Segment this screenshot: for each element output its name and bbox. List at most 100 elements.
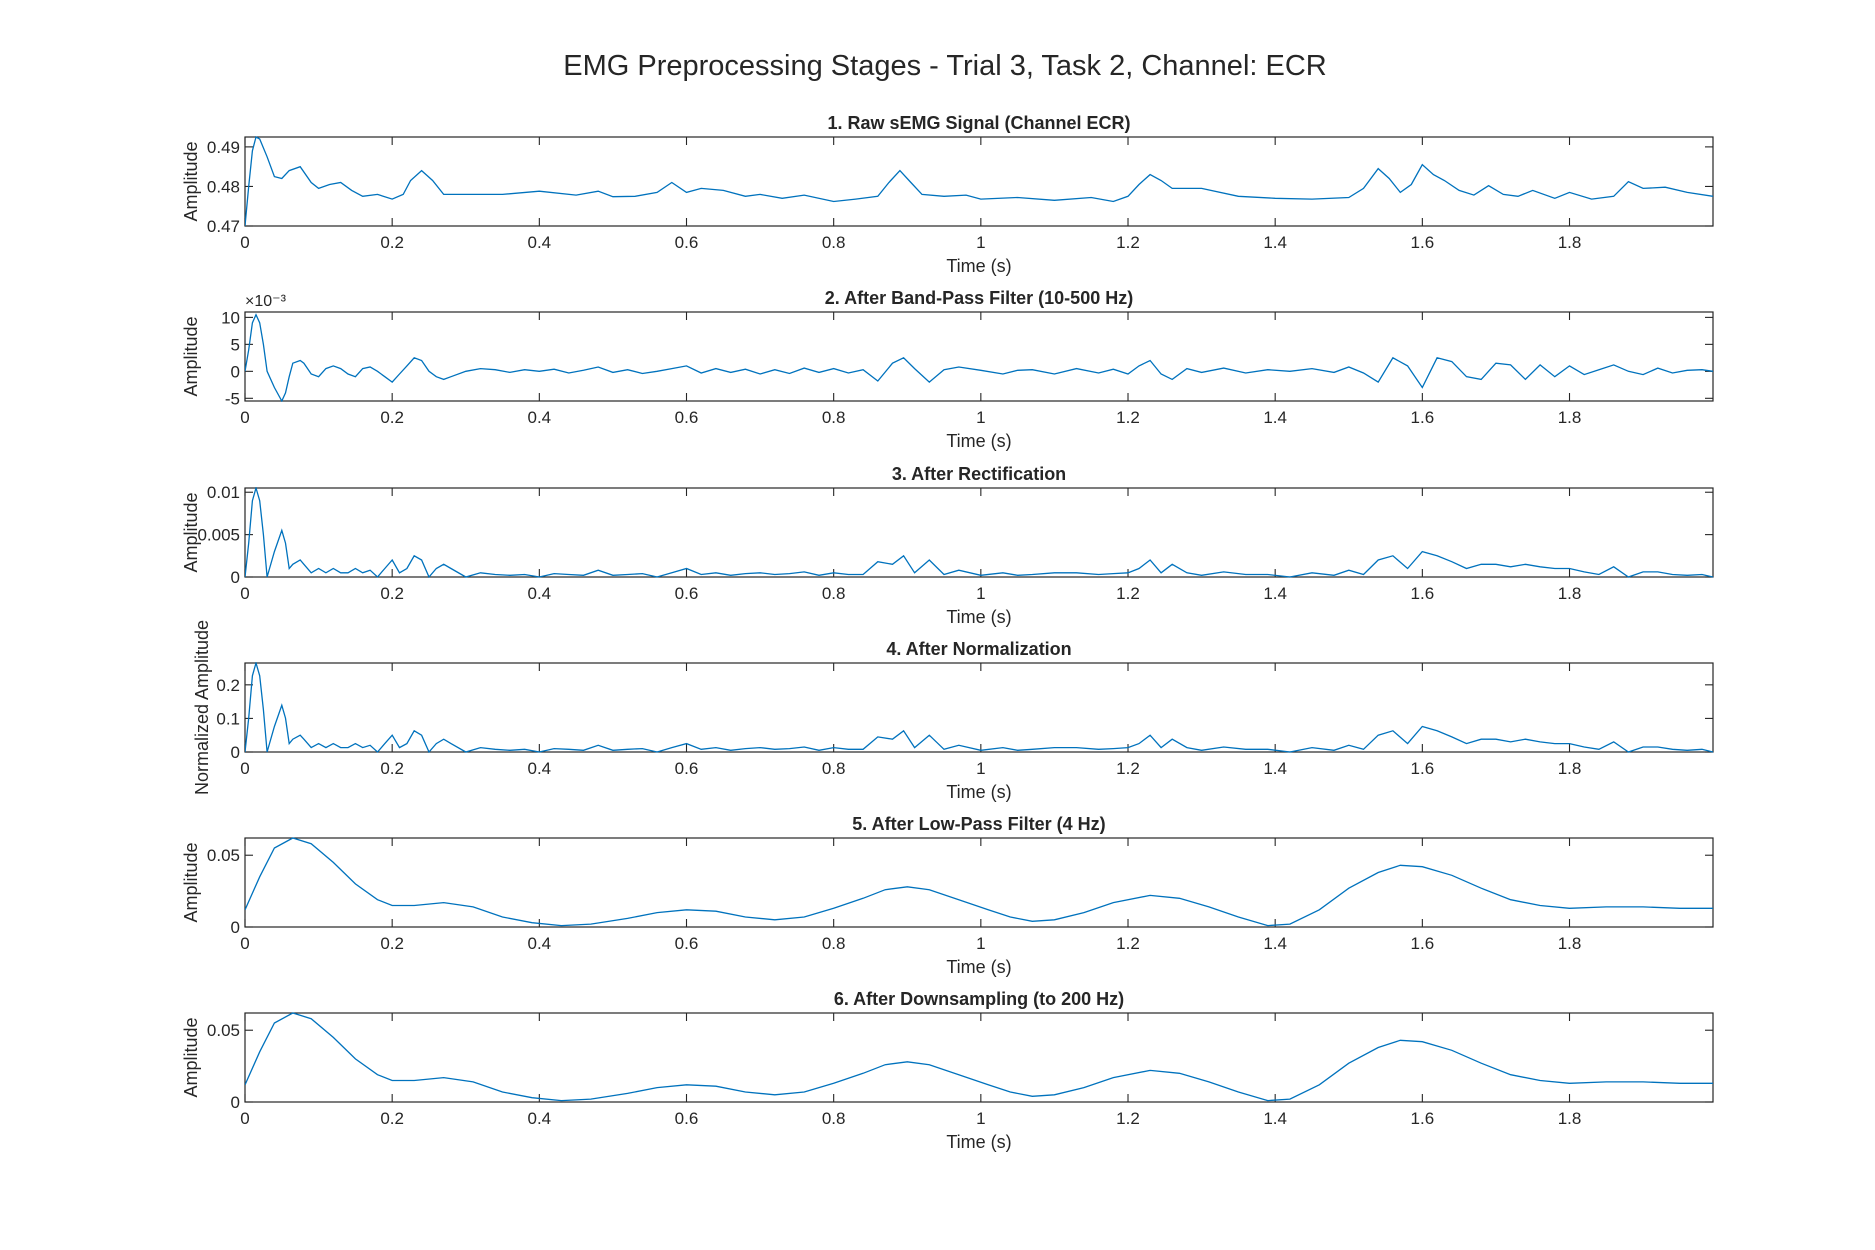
series-line [245,313,1713,402]
x-tick-label: 1.8 [1558,584,1582,603]
x-tick-label: 0.6 [675,1109,699,1128]
x-tick-label: 1.6 [1411,1109,1435,1128]
x-tick-label: 1.2 [1116,408,1140,427]
x-tick-label: 1 [976,1109,985,1128]
x-tick-label: 1.4 [1263,1109,1287,1128]
x-tick-label: 1.8 [1558,408,1582,427]
x-tick-label: 0.6 [675,934,699,953]
y-axis-label: Amplitude [181,316,201,396]
x-tick-label: 1.4 [1263,408,1287,427]
figure-title: EMG Preprocessing Stages - Trial 3, Task… [563,50,1326,82]
x-tick-label: 0 [240,408,249,427]
y-tick-label: 0.1 [216,709,240,728]
series-line [245,136,1713,227]
x-tick-label: 0 [240,934,249,953]
subplot-title: 1. Raw sEMG Signal (Channel ECR) [827,113,1130,133]
x-axis-label: Time (s) [946,256,1011,276]
x-axis-label: Time (s) [946,957,1011,977]
x-tick-label: 1.8 [1558,1109,1582,1128]
subplot-6: 0 0.2 0.4 0.6 0.8 1 1.2 1.4 1.6 1.8 0 0.05 6. After … [181,989,1714,1152]
subplot-title: 5. After Low-Pass Filter (4 Hz) [852,814,1105,834]
y-tick-label: 0.47 [207,217,240,236]
subplot-5: 0 0.2 0.4 0.6 0.8 1 1.2 1.4 1.6 1.8 0 0.05 5. After … [181,814,1714,977]
x-tick-label: 1.2 [1116,759,1140,778]
x-tick-label: 0.4 [528,759,552,778]
series-line [245,837,1713,927]
x-tick-label: 0.2 [380,759,404,778]
subplot-3: 0 0.2 0.4 0.6 0.8 1 1.2 1.4 1.6 1.8 0 0.005 0.01 3. A… [181,464,1714,627]
y-tick-label: 0 [231,1093,240,1112]
plot-area [244,311,1714,402]
x-tick-label: 0.4 [528,408,552,427]
y-tick-label: 0.005 [197,526,240,545]
subplot-title: 2. After Band-Pass Filter (10-500 Hz) [825,288,1133,308]
x-tick-label: 1.2 [1116,934,1140,953]
x-tick-label: 1.4 [1263,233,1287,252]
plot-area [244,136,1714,227]
x-tick-label: 0 [240,1109,249,1128]
x-tick-label: 1.4 [1263,934,1287,953]
subplot-title: 6. After Downsampling (to 200 Hz) [834,989,1124,1009]
y-tick-label: 0.05 [207,846,240,865]
y-tick-label: 0.2 [216,676,240,695]
x-tick-label: 0.2 [380,584,404,603]
x-tick-label: 1.8 [1558,759,1582,778]
x-tick-label: 1 [976,759,985,778]
y-exponent-label: ×10⁻³ [245,293,287,310]
x-tick-label: 0.4 [528,934,552,953]
x-tick-label: 0.8 [822,408,846,427]
x-tick-label: 1 [976,408,985,427]
y-tick-label: 5 [231,335,240,354]
x-tick-label: 0.2 [380,934,404,953]
x-tick-label: 0.4 [528,233,552,252]
subplots-container: 0 0.2 0.4 0.6 0.8 1 1.2 1.4 1.6 1.8 0.47 0.48 0.49 1.… [181,113,1714,1152]
subplot-title: 3. After Rectification [892,464,1066,484]
x-tick-label: 1.2 [1116,584,1140,603]
x-tick-label: 1.2 [1116,233,1140,252]
y-tick-label: 0.05 [207,1021,240,1040]
x-tick-label: 1.2 [1116,1109,1140,1128]
y-tick-label: 10 [221,308,240,327]
x-tick-label: 0.6 [675,408,699,427]
x-tick-label: 0.2 [380,408,404,427]
y-tick-label: -5 [225,389,240,408]
x-tick-label: 0.8 [822,934,846,953]
x-tick-label: 0.4 [528,1109,552,1128]
x-tick-label: 0.6 [675,584,699,603]
x-tick-label: 1.8 [1558,233,1582,252]
subplot-1: 0 0.2 0.4 0.6 0.8 1 1.2 1.4 1.6 1.8 0.47 0.48 0.49 1.… [181,113,1714,276]
x-tick-label: 1.8 [1558,934,1582,953]
series-line [245,1012,1713,1102]
y-tick-label: 0.01 [207,483,240,502]
x-axis-label: Time (s) [946,1132,1011,1152]
x-tick-label: 0.8 [822,759,846,778]
x-tick-label: 0.8 [822,233,846,252]
x-tick-label: 0.2 [380,233,404,252]
x-axis-label: Time (s) [946,431,1011,451]
y-axis-label: Amplitude [181,492,201,572]
y-tick-label: 0 [231,568,240,587]
x-tick-label: 0.4 [528,584,552,603]
x-tick-label: 1.6 [1411,584,1435,603]
subplot-title: 4. After Normalization [886,639,1071,659]
series-line [245,487,1713,578]
x-tick-label: 1.6 [1411,759,1435,778]
x-tick-label: 0 [240,759,249,778]
x-tick-label: 1.6 [1411,408,1435,427]
x-tick-label: 1 [976,934,985,953]
y-tick-label: 0 [231,362,240,381]
y-tick-label: 0 [231,918,240,937]
x-axis-label: Time (s) [946,607,1011,627]
x-tick-label: 1.6 [1411,233,1435,252]
x-tick-label: 1 [976,584,985,603]
x-tick-label: 0.6 [675,759,699,778]
plot-area [244,837,1714,928]
plot-area [244,662,1714,753]
y-axis-label: Amplitude [181,842,201,922]
plot-area [244,487,1714,578]
x-tick-label: 0 [240,233,249,252]
y-axis-label: Amplitude [181,141,201,221]
x-tick-label: 1.6 [1411,934,1435,953]
